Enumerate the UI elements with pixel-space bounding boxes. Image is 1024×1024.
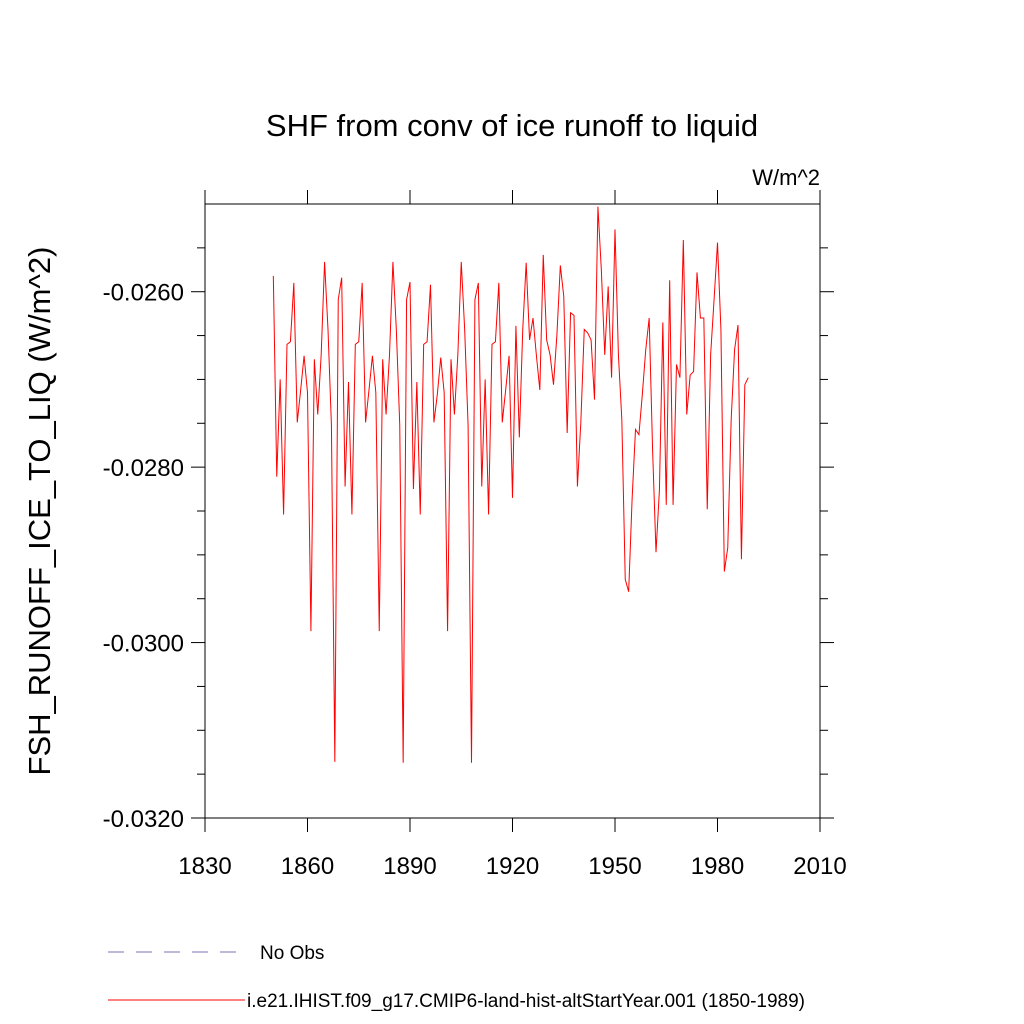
y-tick-label: -0.0320 xyxy=(103,806,184,833)
x-tick-label: 1860 xyxy=(281,853,334,880)
x-tick-label: 1950 xyxy=(588,853,641,880)
y-tick-label: -0.0280 xyxy=(103,455,184,482)
y-tick-label: -0.0260 xyxy=(103,280,184,307)
units-label: W/m^2 xyxy=(752,165,820,190)
plot-frame xyxy=(204,203,821,819)
series-line xyxy=(272,206,749,763)
x-tick-label: 1830 xyxy=(178,853,231,880)
y-tick-label: -0.0300 xyxy=(103,631,184,658)
y-axis-label: FSH_RUNOFF_ICE_TO_LIQ (W/m^2) xyxy=(22,247,57,776)
legend-label: No Obs xyxy=(260,943,324,964)
legend-label: i.e21.IHIST.f09_g17.CMIP6-land-hist-altS… xyxy=(247,991,805,1012)
x-tick-label: 2010 xyxy=(793,853,846,880)
chart-title: SHF from conv of ice runoff to liquid xyxy=(266,108,758,143)
x-tick-label: 1980 xyxy=(691,853,744,880)
x-tick-label: 1920 xyxy=(486,853,539,880)
x-tick-label: 1890 xyxy=(383,853,436,880)
